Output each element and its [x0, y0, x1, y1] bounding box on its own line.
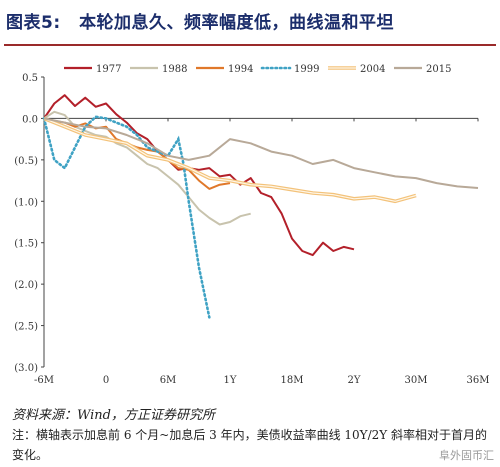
chart-title: 图表5: 本轮加息久、频率幅度低，曲线温和平坦 — [6, 6, 494, 40]
x-tick-label: 2Y — [348, 375, 361, 386]
chart-source: 资料来源：Wind，方正证券研究所 — [12, 408, 215, 423]
chart-title-text: 本轮加息久、频率幅度低，曲线温和平坦 — [79, 13, 395, 33]
x-tick-label: 36M — [467, 375, 490, 386]
y-tick-label: (0.5) — [14, 156, 38, 167]
x-tick-label: 1Y — [224, 375, 237, 386]
x-tick-label: -6M — [34, 375, 54, 386]
y-tick-label: (3.0) — [14, 363, 38, 374]
y-tick-label: 0.5 — [22, 73, 38, 84]
x-tick-label: 18M — [281, 375, 304, 386]
y-tick-label: (1.5) — [14, 239, 38, 250]
series-line-2015 — [43, 117, 479, 189]
legend-label-2004: 2004 — [360, 64, 385, 75]
x-tick-label: 0 — [103, 375, 109, 386]
watermark: 阜外固币汇 — [439, 449, 494, 462]
chart-title-label: 图表5: — [6, 13, 61, 33]
chart-note: 注：横轴表示加息前 6 个月~加息后 3 年内，美债收益率曲线 10Y/2Y 斜… — [12, 428, 488, 462]
chart-legend: 1977 1988 1994 1999 2004 2015 — [64, 64, 451, 75]
series-line-2004 — [43, 116, 417, 204]
y-tick-label: (1.0) — [14, 197, 38, 208]
line-chart: 0.5 0.0 (0.5) (1.0) (1.5) (2.0) (2.5) (3.0)-6M 0… — [14, 64, 489, 386]
x-tick-label: 6M — [160, 375, 177, 386]
series-line-1988 — [43, 110, 251, 226]
y-tick-label: (2.5) — [14, 322, 38, 333]
y-tick-label: (2.0) — [14, 280, 38, 291]
y-tick-label: 0.0 — [22, 114, 38, 125]
series-line-1977 — [43, 94, 355, 257]
title-divider — [4, 44, 496, 46]
chart-axes: 0.5 0.0 (0.5) (1.0) (1.5) (2.0) (2.5) (3.0)-6M 0… — [14, 73, 489, 386]
legend-label-2015: 2015 — [426, 64, 451, 75]
legend-label-1999: 1999 — [294, 64, 319, 75]
series-line-1999 — [42, 115, 211, 319]
chart-series — [42, 94, 479, 319]
x-tick-label: 30M — [405, 375, 428, 386]
legend-label-1977: 1977 — [96, 64, 121, 75]
series-line-2004-inner — [43, 117, 417, 202]
legend-label-1988: 1988 — [162, 64, 187, 75]
legend-label-1994: 1994 — [228, 64, 253, 75]
